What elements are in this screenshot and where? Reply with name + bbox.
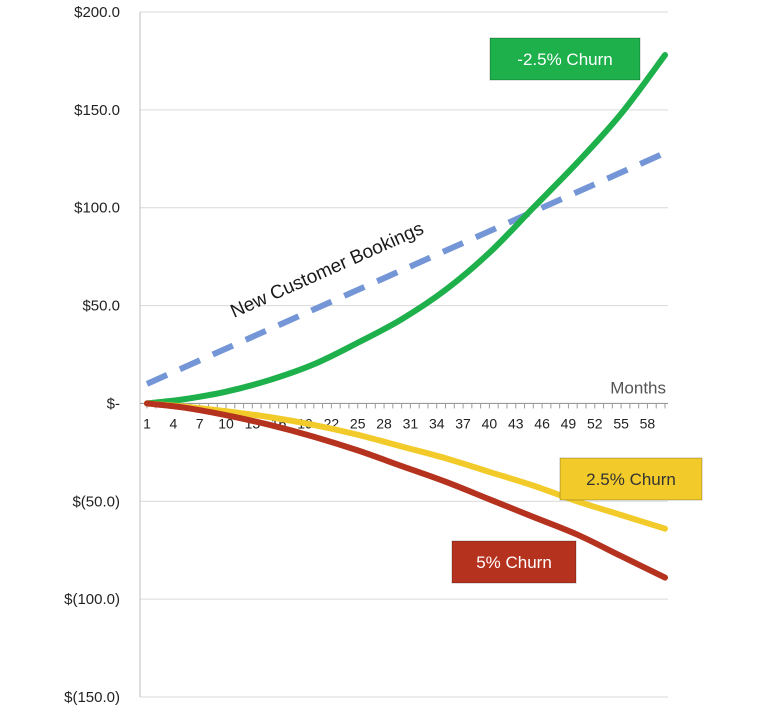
- y-tick-label: $100.0: [74, 200, 120, 217]
- label-box-2-5-churn: [559, 457, 703, 501]
- label-text-2-5-churn: -2.5% Churn: [517, 50, 612, 69]
- y-tick-label: $50.0: [82, 298, 120, 315]
- x-tick-label: 25: [350, 415, 366, 431]
- y-tick-label: $150.0: [74, 102, 120, 119]
- y-tick-label: $-: [107, 395, 120, 412]
- y-tick-label: $(50.0): [72, 493, 120, 510]
- series-lines: [144, 52, 668, 581]
- x-axis-title: Months: [610, 378, 666, 397]
- x-tick-label: 1: [143, 415, 151, 431]
- gridlines: [140, 11, 668, 698]
- x-tick-label: 49: [561, 415, 577, 431]
- series-line-2-5-churn: [144, 52, 668, 407]
- x-tick-label: 46: [534, 415, 550, 431]
- y-tick-label: $(100.0): [64, 591, 120, 608]
- label-text-2-5-churn: 2.5% Churn: [586, 470, 676, 489]
- x-tick-label: 28: [376, 415, 392, 431]
- x-tick-label: 55: [613, 415, 629, 431]
- x-tick-label: 37: [455, 415, 471, 431]
- y-tick-label: $(150.0): [64, 689, 120, 706]
- series-labels: -2.5% Churn 2.5% Churn 5% Churn: [451, 37, 703, 584]
- label-text-5-churn: 5% Churn: [476, 553, 552, 572]
- x-tick-label: 52: [587, 415, 603, 431]
- x-tick-label: 10: [218, 415, 234, 431]
- x-tick-label: 4: [169, 415, 177, 431]
- y-axis-ticks: $200.0 $150.0 $100.0 $50.0 $- $(50.0) $(100.0)…: [64, 4, 120, 706]
- x-tick-label: 43: [508, 415, 524, 431]
- bookings-annotation: New Customer Bookings: [227, 218, 427, 322]
- x-tick-label: 40: [482, 415, 498, 431]
- x-axis-ticks: 1 4 7 10 13 16 19 22 25 28 31 34 37 40 43 46 49 52 55 58: [143, 415, 655, 431]
- series-line-2-5-churn: [144, 400, 668, 532]
- x-tick-label: 58: [640, 415, 656, 431]
- x-tick-label: 34: [429, 415, 445, 431]
- x-tick-label: 31: [403, 415, 419, 431]
- x-tick-label: 7: [196, 415, 204, 431]
- label-box-5-churn: [451, 540, 577, 584]
- y-tick-label: $200.0: [74, 4, 120, 21]
- series-line-5-churn: [144, 400, 668, 581]
- series-line-new-customer-bookings: [145, 150, 667, 387]
- label-box-2-5-churn: [489, 37, 641, 81]
